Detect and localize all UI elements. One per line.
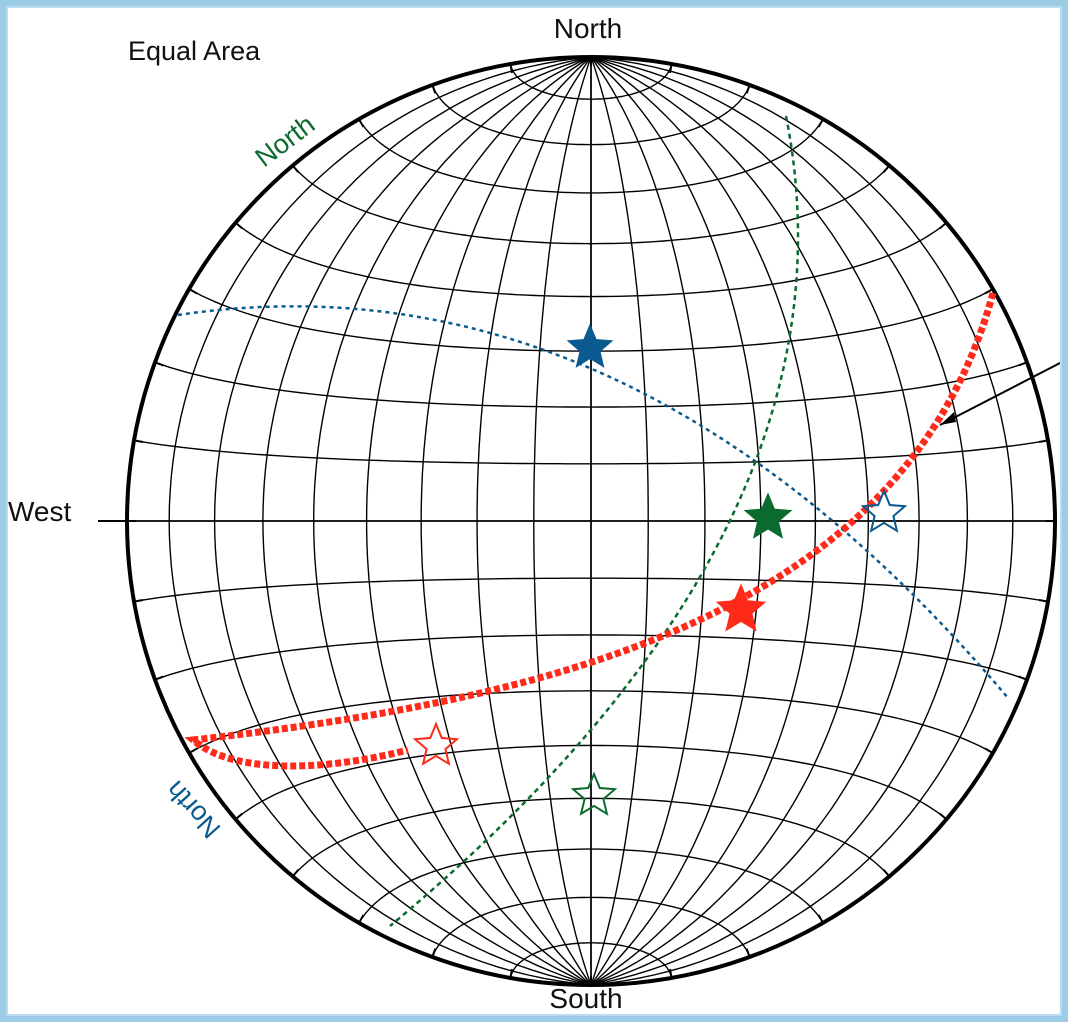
blue-open-star [863, 491, 905, 531]
green-open-star [573, 774, 615, 814]
diagram-frame: Equal Area North South West North North [8, 8, 1060, 1014]
south-label: South [549, 983, 622, 1014]
blue-great-circle [178, 306, 1008, 698]
primitive-tick [236, 223, 243, 229]
primitive-tick [189, 749, 197, 754]
stereonet-diagram: Equal Area North South West North North [8, 8, 1060, 1014]
north-label: North [554, 13, 622, 44]
west-label: West [8, 496, 71, 527]
primitive-tick [236, 814, 243, 820]
projection-label: Equal Area [128, 36, 261, 66]
primitive-tick [985, 749, 993, 754]
primitive-tick [819, 915, 824, 923]
primitive-tick [884, 166, 890, 173]
blue-pole-star [569, 326, 611, 366]
primitive-tick [940, 223, 947, 229]
green-plane-north-label: North [250, 109, 321, 173]
primitive-tick [359, 119, 364, 127]
red-open-star [415, 724, 457, 764]
primitive-tick [359, 915, 364, 923]
primitive-tick [293, 166, 299, 173]
primitive-tick [189, 289, 197, 294]
green-pole-star [746, 495, 790, 537]
primitive-tick [819, 119, 824, 127]
primitive-tick [293, 870, 299, 877]
primitive-tick [940, 814, 947, 820]
blue-plane-north-label: North [160, 775, 226, 844]
stereonet-grid [127, 57, 1055, 985]
primitive-tick [884, 870, 890, 877]
